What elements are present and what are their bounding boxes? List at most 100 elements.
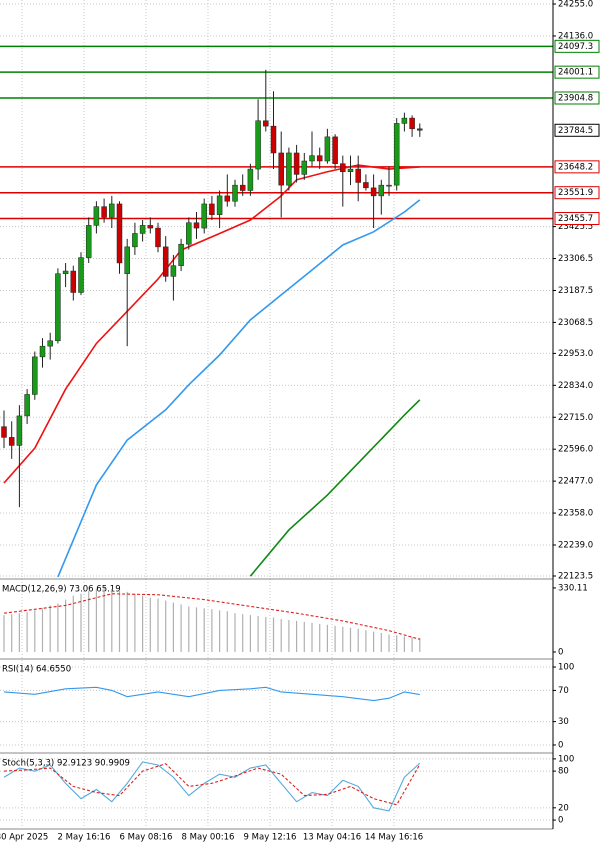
x-tick-label: 13 May 04:16 [303,833,361,843]
candle-body [409,117,415,130]
y-tick-label: 22358.0 [558,509,593,519]
x-tick-label: 14 May 16:16 [365,833,423,843]
candle-body [85,225,92,258]
candle-body [116,203,123,264]
candle-body [386,184,392,187]
candle-body [93,206,100,226]
candle-body [32,356,38,395]
x-tick-label: 9 May 12:16 [244,833,297,843]
candle-body [278,152,284,186]
y-tick-label: 23306.5 [558,254,593,264]
candle-body [109,203,115,218]
y-tick-label: 22834.0 [558,381,593,391]
candle-body [162,246,169,277]
level-label: 23455.7 [558,214,593,224]
candle-body [147,225,154,229]
candle-body [186,222,192,245]
x-tick-label: 2 May 16:16 [58,833,111,843]
candle-body [78,257,84,293]
y-tick-label: 24255.0 [558,0,593,10]
candle-body [270,125,277,154]
candle-body [347,168,354,172]
y-tick-label: 80 [558,767,569,777]
level-label: 23648.2 [558,162,593,172]
level-label: 23551.9 [558,188,593,198]
last-price-box [554,123,600,137]
candle-body [16,415,23,446]
candle-body [355,168,361,183]
candle-body [224,195,231,202]
y-tick-label: 23425.5 [558,222,593,232]
y-tick-label: 23068.5 [558,318,593,328]
indicator-line [3,761,421,812]
candle-body [1,426,7,438]
candle-body [178,243,184,266]
x-tick-label: 6 May 08:16 [120,833,173,843]
candle-body [286,152,292,186]
y-tick-label: 330.11 [558,583,588,593]
moving-average [249,399,421,577]
candle-body [401,117,408,124]
y-tick-label: 0 [558,740,563,750]
y-tick-label: 22239.0 [558,540,593,550]
candle-body [332,136,338,164]
y-tick-label: 0 [558,647,563,657]
y-tick-label: 22123.5 [558,571,593,581]
level-label-box [554,91,600,105]
candle-body [139,225,146,234]
candle-body [193,222,200,229]
x-tick-label: 30 Apr 2025 [0,833,48,843]
candle-body [293,152,300,175]
candle-body [155,227,161,248]
candle-body [70,270,77,293]
candle-body [378,184,385,197]
candle-body [316,155,323,162]
candle-body [47,340,53,347]
level-label-box [554,186,600,200]
y-tick-label: 70 [558,686,569,696]
candle-body [370,187,377,197]
last-price-label: 23784.5 [558,126,593,136]
candle-body [255,120,261,170]
y-tick-label: 30 [558,717,569,727]
candle-body [309,155,315,162]
candle-body [216,195,223,215]
candle-body [55,273,61,342]
indicator-line [3,686,420,702]
y-tick-label: 22477.0 [558,477,593,487]
y-tick-label: 24136.0 [558,31,593,41]
candle-body [247,168,254,191]
level-label-box [554,65,600,79]
candle-body [301,160,308,175]
y-tick-label: 100 [558,663,574,673]
candle-body [393,123,400,186]
moving-average [3,164,420,484]
candle-body [363,182,369,189]
candle-body [417,128,423,131]
panel-title: MACD(12,26,9) 73.06 65.19 [2,585,121,595]
moving-average [57,199,421,578]
candle-body [324,136,331,162]
level-label: 24001.1 [558,68,593,78]
level-label: 23904.8 [558,93,593,103]
indicator-line [3,763,421,806]
y-tick-label: 20 [558,803,569,813]
candle-body [340,163,346,172]
candle-body [239,184,246,191]
y-tick-label: 100 [558,754,574,764]
candle-body [132,233,138,248]
x-tick-label: 8 May 00:16 [182,833,235,843]
panel-title: RSI(14) 64.6550 [2,665,71,675]
candle-body [24,394,30,417]
y-tick-label: 23187.5 [558,286,593,296]
candle-body [232,184,238,202]
candle-body [101,206,107,218]
level-label-box [554,39,600,53]
signal-line [3,593,420,640]
panel-title: Stoch(5,3,3) 92.9123 90.9909 [2,759,130,769]
y-tick-label: 0 [558,816,563,826]
candle-body [8,437,15,446]
